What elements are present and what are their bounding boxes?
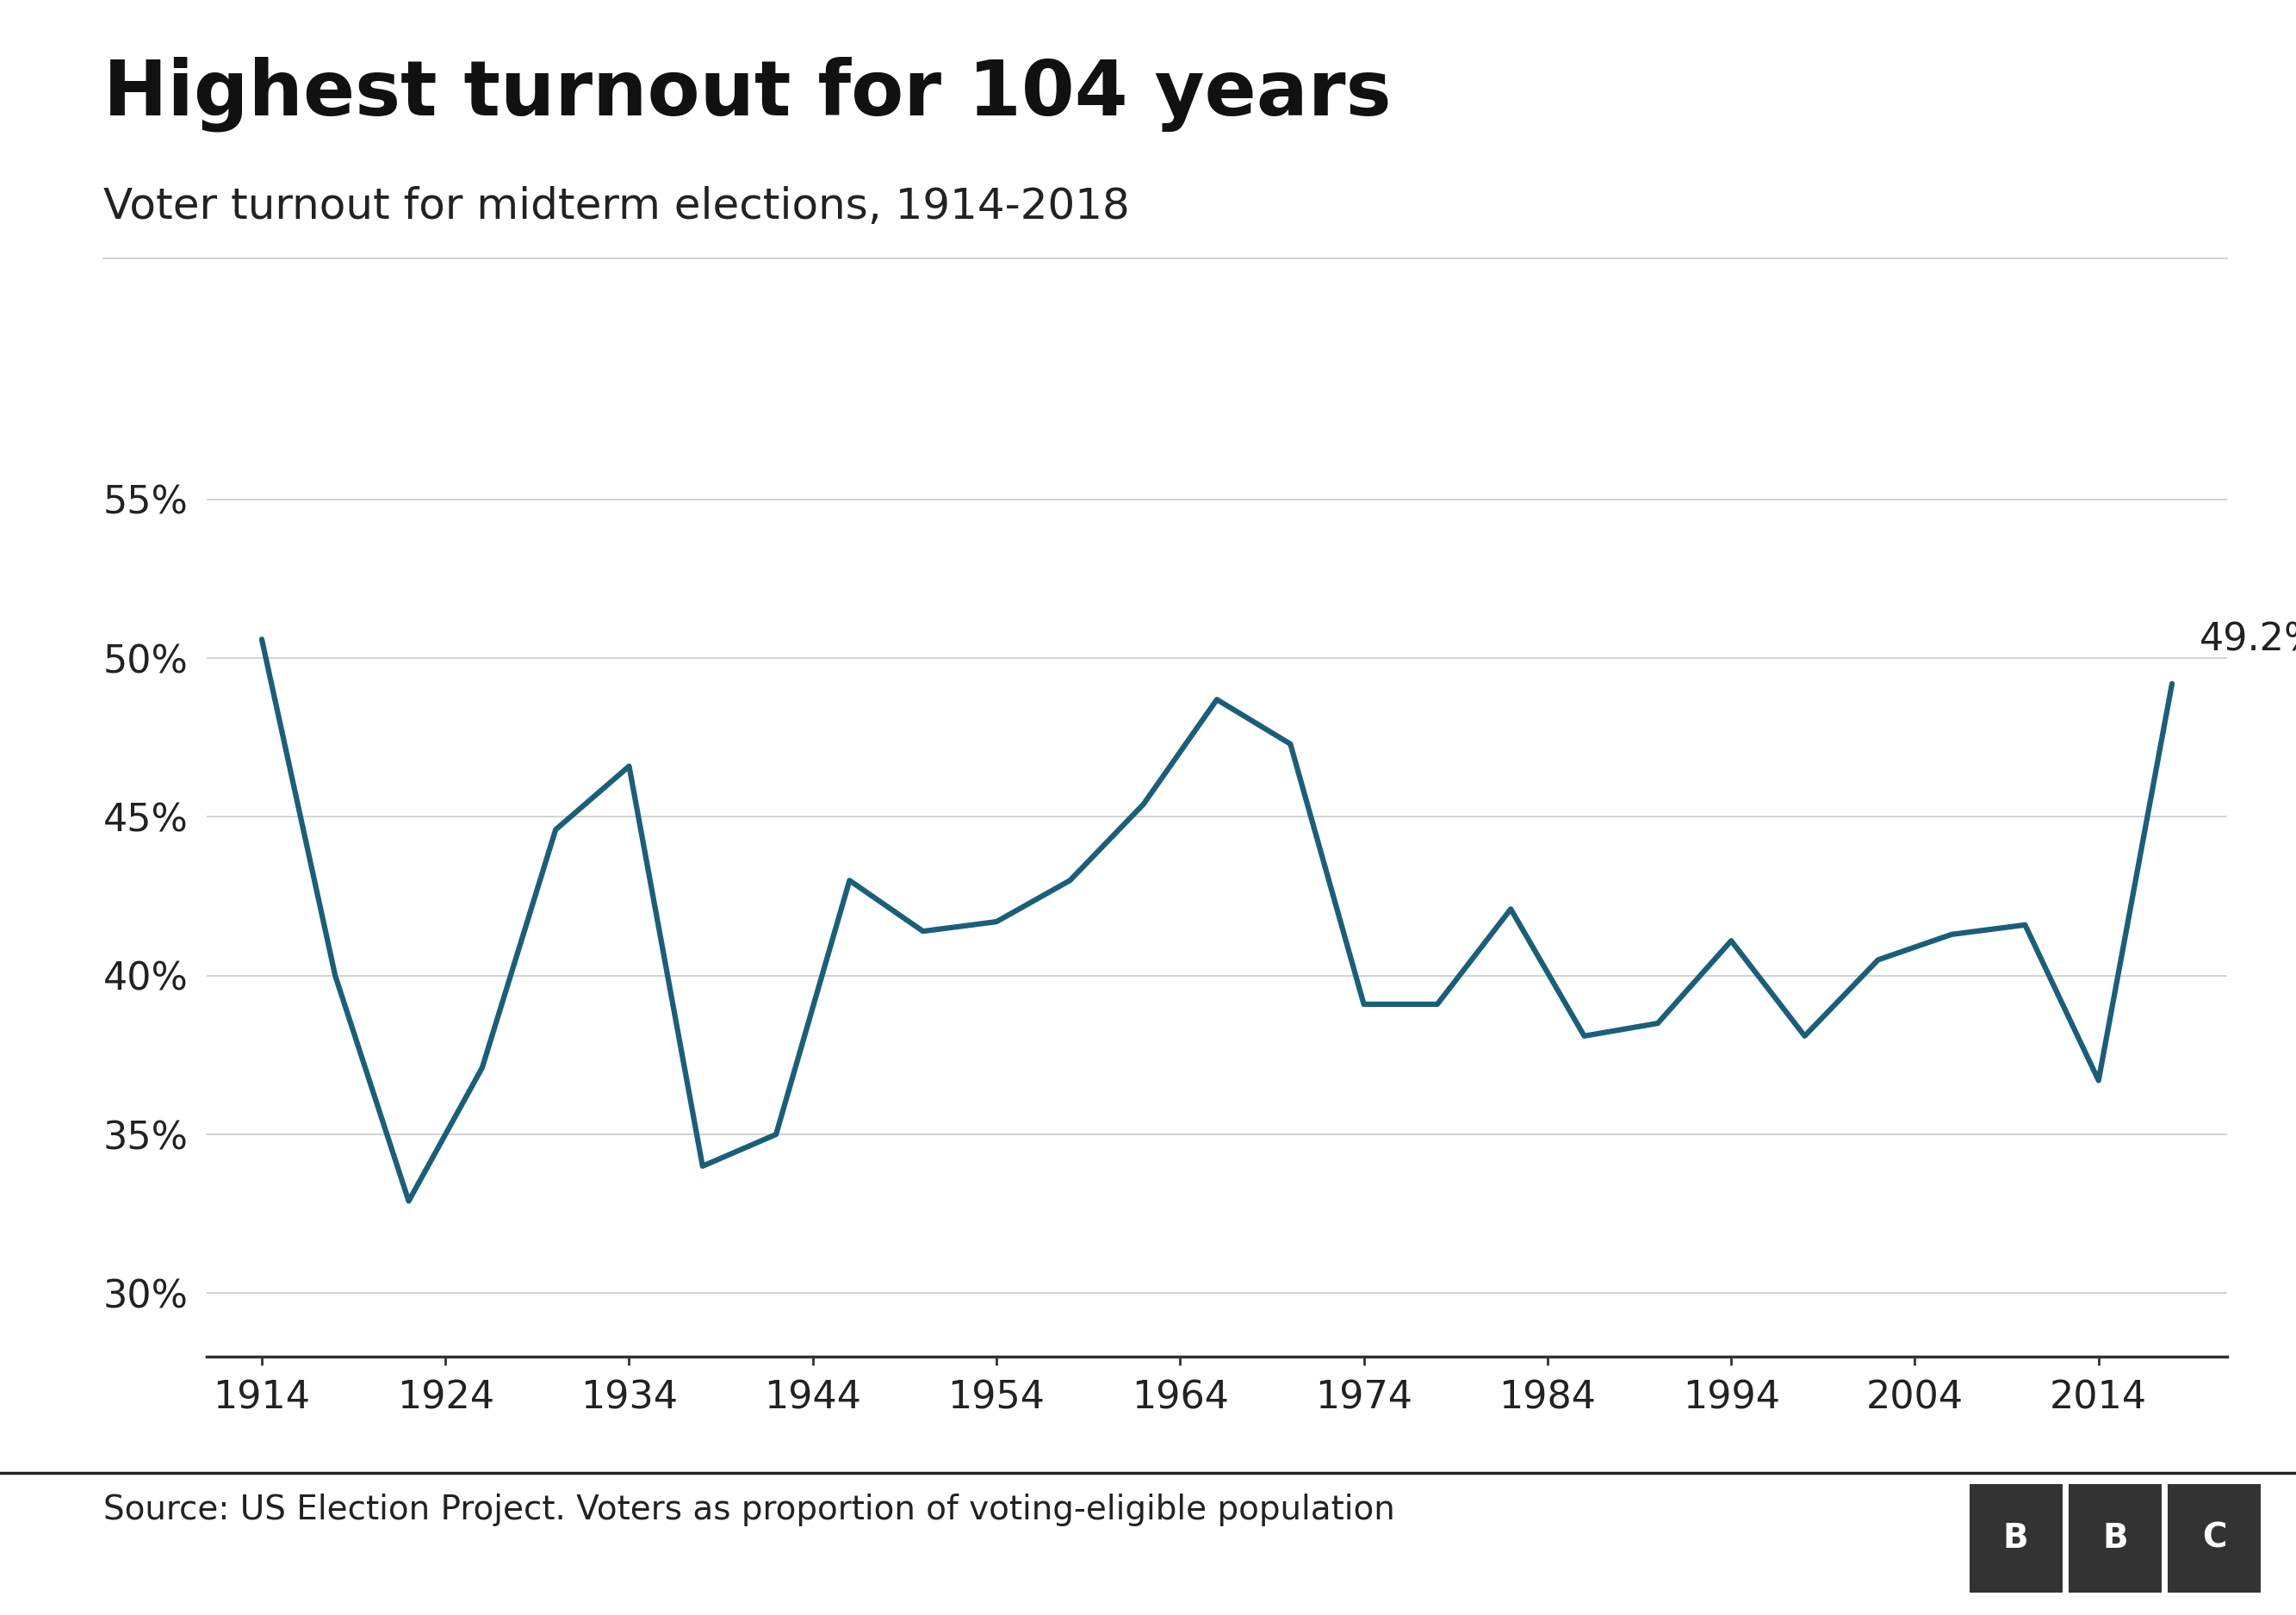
- FancyBboxPatch shape: [1970, 1484, 2062, 1592]
- Text: 49.2%: 49.2%: [2200, 622, 2296, 659]
- FancyBboxPatch shape: [2167, 1484, 2262, 1592]
- Text: C: C: [2202, 1521, 2227, 1555]
- Text: Source: US Election Project. Voters as proportion of voting-eligible population: Source: US Election Project. Voters as p…: [103, 1494, 1396, 1526]
- Text: Voter turnout for midterm elections, 1914-2018: Voter turnout for midterm elections, 191…: [103, 186, 1130, 228]
- Text: B: B: [2002, 1521, 2030, 1555]
- Text: B: B: [2103, 1521, 2128, 1555]
- FancyBboxPatch shape: [2069, 1484, 2161, 1592]
- Text: Highest turnout for 104 years: Highest turnout for 104 years: [103, 57, 1391, 132]
